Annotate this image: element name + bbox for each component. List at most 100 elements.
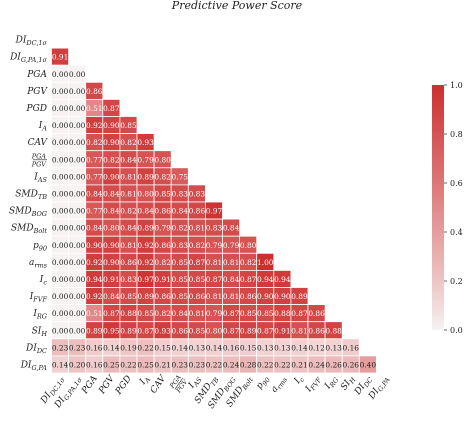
cell-value-label: 0.79 bbox=[137, 155, 154, 164]
cell-value-label: 0.14 bbox=[52, 360, 69, 369]
cell-value-label: 0.13 bbox=[189, 343, 206, 352]
cell-value-label: 0.86 bbox=[189, 292, 206, 301]
cell-value-label: 0.22 bbox=[137, 343, 153, 352]
cell-value-label: 0.00 bbox=[52, 155, 69, 164]
cell-value-label: 0.83 bbox=[189, 189, 206, 198]
cell-value-label: 0.22 bbox=[274, 360, 290, 369]
cell-value-label: 0.87 bbox=[206, 275, 223, 284]
cell-value-label: 0.00 bbox=[69, 224, 86, 233]
cell-value-label: 0.13 bbox=[257, 343, 274, 352]
colorbar-tick-label: 0.4 bbox=[450, 228, 463, 237]
cell-value-label: 0.00 bbox=[69, 241, 86, 250]
cell-value-label: 0.86 bbox=[189, 207, 206, 216]
heatmap-cells: 0.910.00 0.000.00 0.00 0.860.00 0.00 0.51 0.87… bbox=[51, 47, 377, 374]
cell-value-label: 0.89 bbox=[120, 326, 137, 335]
cell-value-label: 0.84 bbox=[137, 207, 154, 216]
cell-value-label: 0.86 bbox=[308, 309, 325, 318]
cell-value-label: 0.85 bbox=[172, 275, 189, 284]
cell-value-label: 0.88 bbox=[274, 309, 291, 318]
row-tick-label: IFVF bbox=[29, 292, 48, 304]
cell-value-label: 0.93 bbox=[137, 138, 154, 147]
cell-value-label: 0.16 bbox=[343, 343, 360, 352]
cell-value-label: 0.81 bbox=[189, 309, 205, 318]
heatmap-cell bbox=[358, 355, 377, 374]
cell-value-label: 0.26 bbox=[325, 360, 342, 369]
column-tick-label: CAV bbox=[149, 373, 169, 396]
cell-value-label: 0.91 bbox=[103, 275, 119, 284]
cell-value-label: 0.80 bbox=[137, 189, 154, 198]
cell-value-label: 0.00 bbox=[52, 292, 69, 301]
cell-value-label: 0.80 bbox=[103, 224, 120, 233]
cell-value-label: 0.00 bbox=[69, 87, 86, 96]
column-tick-label: PGD bbox=[113, 374, 134, 397]
cell-value-label: 0.82 bbox=[120, 138, 136, 147]
cell-value-label: 0.00 bbox=[52, 309, 69, 318]
cell-value-label: 0.80 bbox=[206, 326, 223, 335]
cell-value-label: 0.86 bbox=[308, 326, 325, 335]
cell-value-label: 0.84 bbox=[103, 207, 120, 216]
cell-value-label: 0.85 bbox=[154, 189, 171, 198]
cell-value-label: 0.81 bbox=[120, 189, 136, 198]
row-tick-label: IA bbox=[38, 121, 48, 133]
cell-value-label: 0.84 bbox=[86, 224, 103, 233]
colorbar-tick-label: 0.6 bbox=[450, 179, 463, 188]
cell-value-label: 0.87 bbox=[137, 326, 154, 335]
row-tick-label: SIH bbox=[32, 326, 48, 338]
column-tick-label: PGA bbox=[80, 374, 100, 397]
cell-value-label: 0.97 bbox=[137, 275, 154, 284]
cell-value-label: 0.85 bbox=[120, 121, 137, 130]
cell-value-label: 0.93 bbox=[154, 326, 171, 335]
cell-value-label: 0.77 bbox=[86, 172, 103, 181]
cell-value-label: 0.14 bbox=[103, 343, 120, 352]
cell-value-label: 0.20 bbox=[69, 360, 86, 369]
cell-value-label: 0.00 bbox=[69, 258, 86, 267]
cell-value-label: 0.00 bbox=[52, 138, 69, 147]
column-tick-label: IA bbox=[138, 374, 153, 388]
cell-value-label: 0.00 bbox=[52, 87, 69, 96]
cell-value-label: 0.89 bbox=[86, 326, 103, 335]
cell-value-label: 0.82 bbox=[120, 207, 136, 216]
cell-value-label: 0.00 bbox=[69, 155, 86, 164]
cell-value-label: 0.00 bbox=[69, 121, 86, 130]
cell-value-label: 0.97 bbox=[206, 207, 223, 216]
cell-value-label: 0.21 bbox=[154, 360, 170, 369]
colorbar-tick-label: 0.0 bbox=[450, 326, 463, 335]
cell-value-label: 0.00 bbox=[69, 104, 86, 113]
cell-value-label: 0.00 bbox=[52, 224, 69, 233]
cell-value-label: 0.84 bbox=[223, 275, 240, 284]
cell-value-label: 0.14 bbox=[206, 343, 223, 352]
cell-value-label: 0.22 bbox=[120, 360, 136, 369]
svg-text:PGV: PGV bbox=[31, 160, 48, 168]
cell-value-label: 0.87 bbox=[223, 326, 240, 335]
cell-value-label: 0.16 bbox=[86, 343, 103, 352]
row-tick-label: DIG,PA bbox=[20, 361, 48, 373]
column-tick-label: IFVF bbox=[303, 374, 323, 396]
cell-value-label: 0.24 bbox=[223, 360, 240, 369]
cell-value-label: 0.87 bbox=[103, 309, 120, 318]
cell-value-label: 0.12 bbox=[308, 343, 324, 352]
cell-value-label: 0.90 bbox=[103, 138, 120, 147]
cell-value-label: 0.22 bbox=[206, 360, 222, 369]
cell-value-label: 0.00 bbox=[69, 138, 86, 147]
cell-value-label: 0.75 bbox=[172, 172, 189, 181]
cell-value-label: 0.85 bbox=[120, 292, 137, 301]
cell-value-label: 0.23 bbox=[69, 343, 86, 352]
cell-value-label: 0.84 bbox=[120, 224, 137, 233]
cell-value-label: 0.77 bbox=[86, 155, 103, 164]
cell-value-label: 0.87 bbox=[223, 309, 240, 318]
column-tick-label: p90 bbox=[255, 374, 272, 392]
cell-value-label: 0.82 bbox=[154, 172, 170, 181]
cell-value-label: 0.84 bbox=[172, 309, 189, 318]
cell-value-label: 0.25 bbox=[103, 360, 120, 369]
cell-value-label: 0.83 bbox=[206, 224, 223, 233]
cell-value-label: 0.86 bbox=[120, 258, 137, 267]
cell-value-label: 0.85 bbox=[240, 309, 257, 318]
cell-value-label: 0.15 bbox=[240, 343, 257, 352]
cell-value-label: 0.79 bbox=[206, 241, 223, 250]
cell-value-label: 0.89 bbox=[137, 224, 154, 233]
row-tick-label: CAV bbox=[28, 138, 49, 148]
cell-value-label: 0.81 bbox=[206, 292, 222, 301]
